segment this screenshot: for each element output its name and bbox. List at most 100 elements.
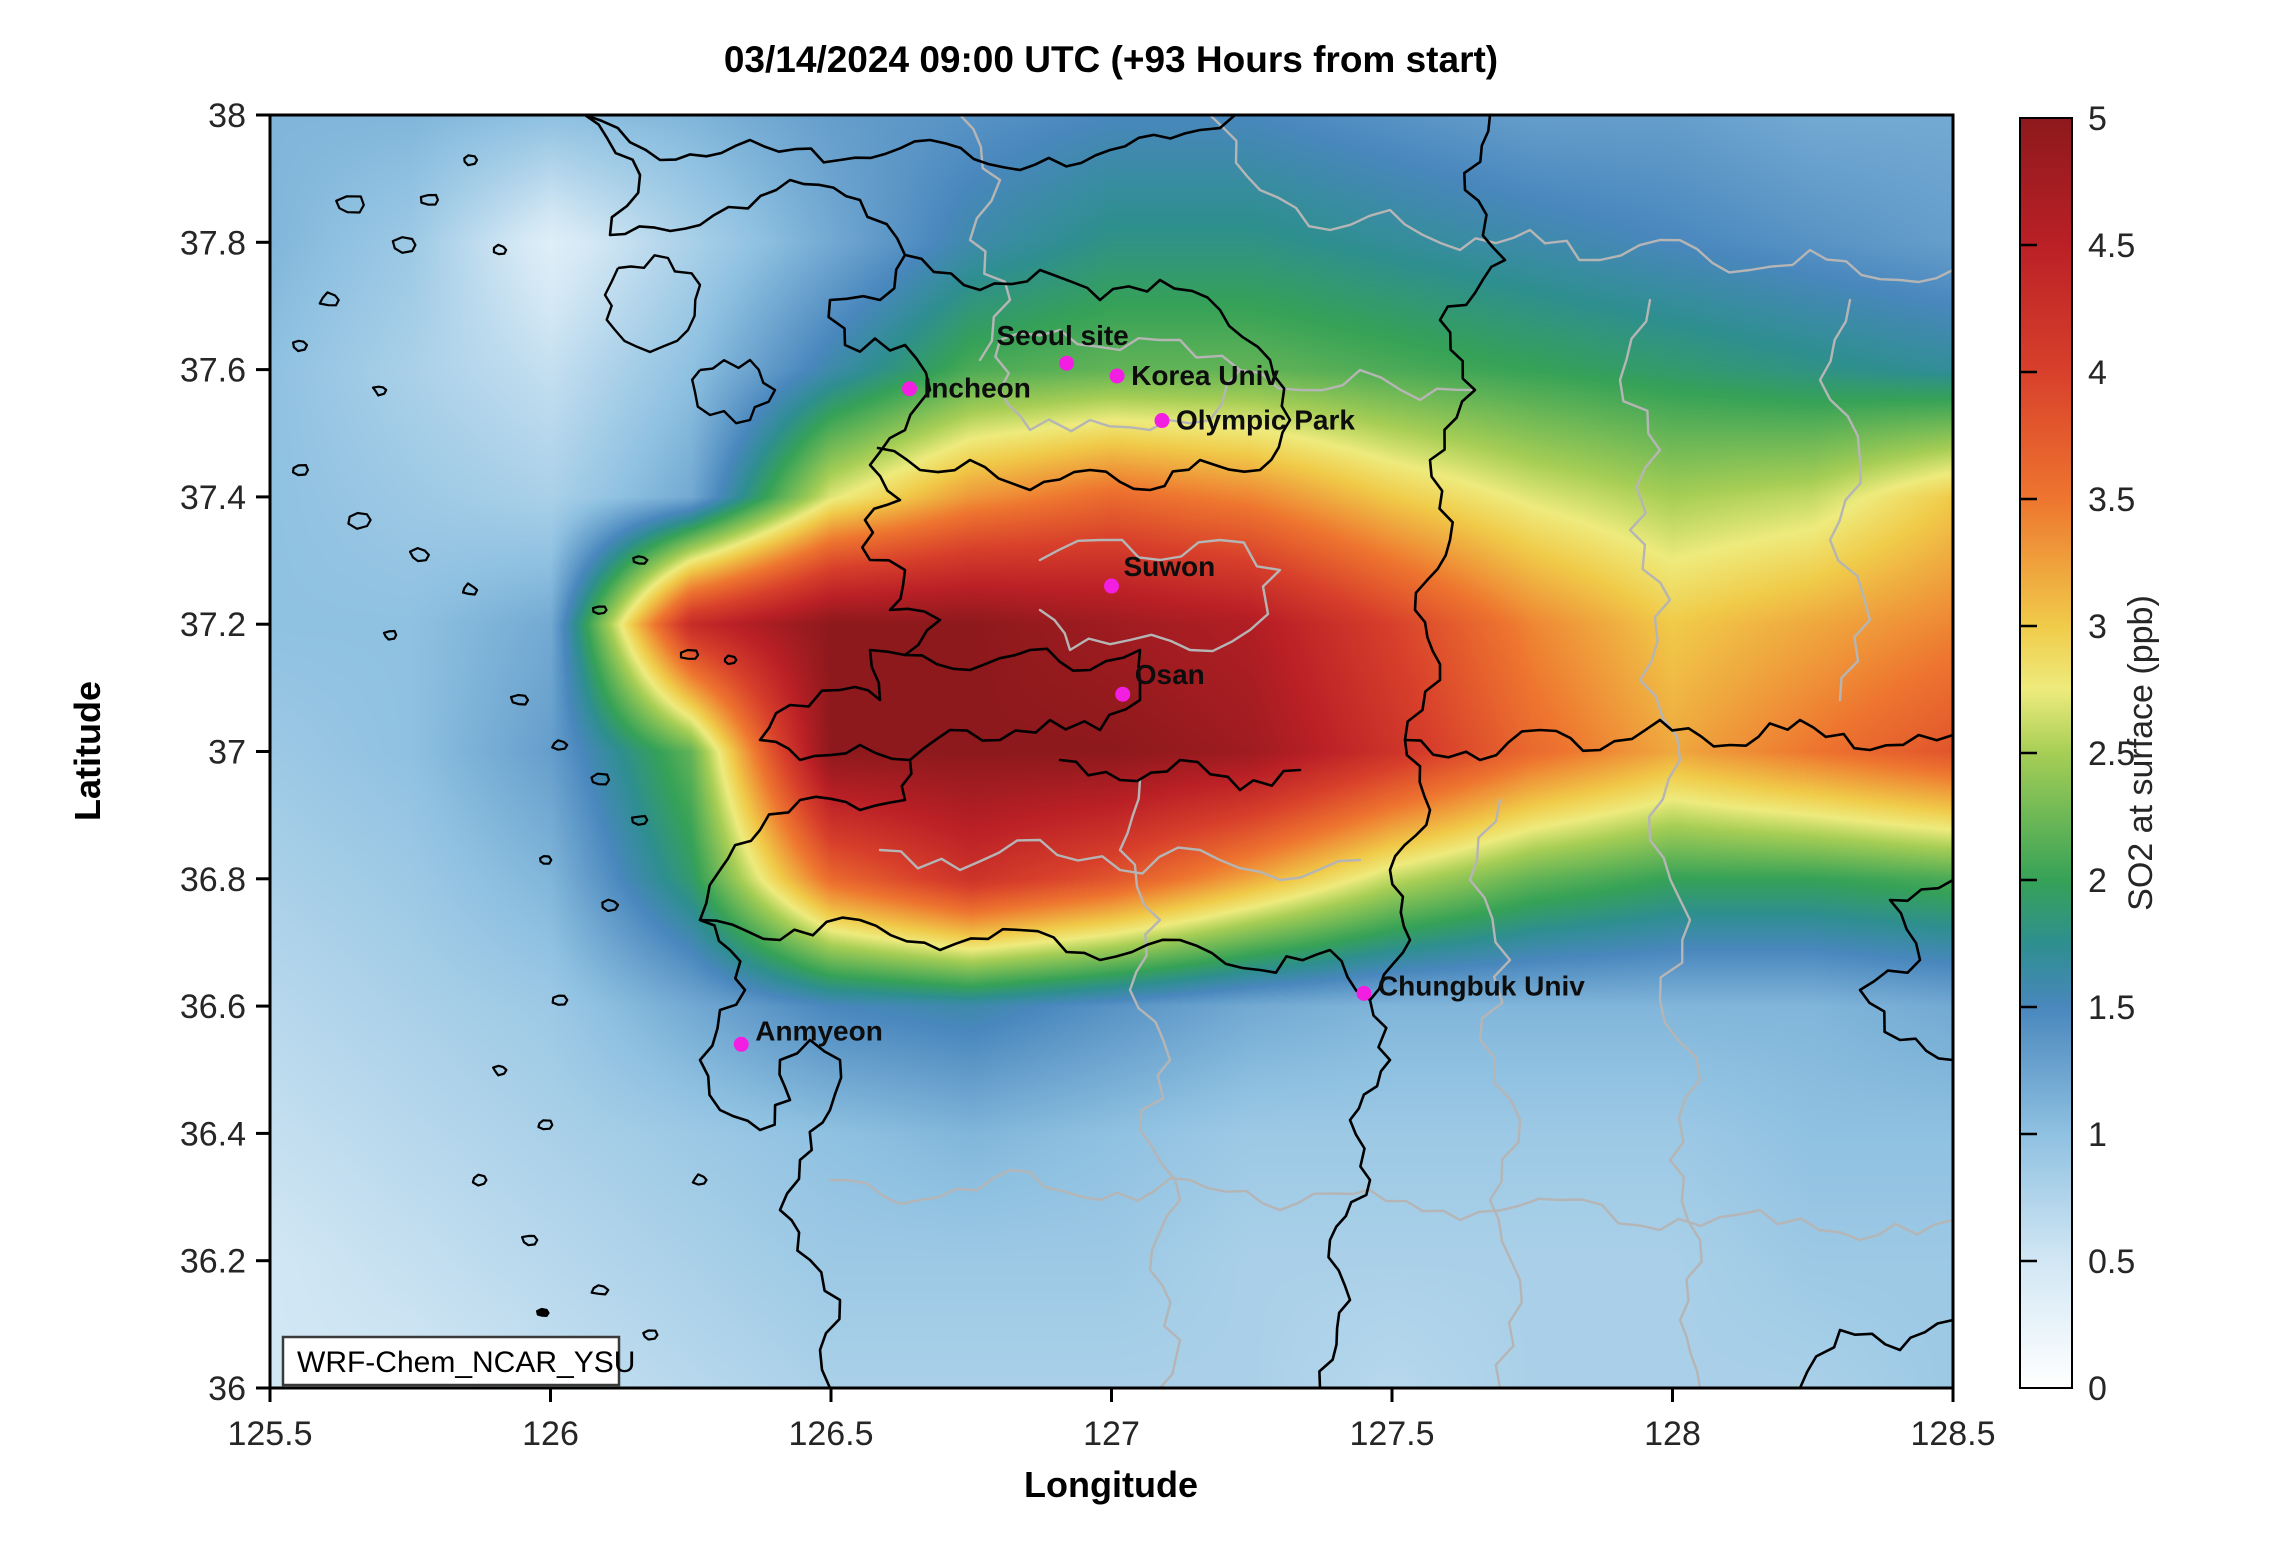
station-marker-osan [1115,686,1131,702]
island-outline [408,547,430,563]
y-tick-label: 36.8 [180,861,246,899]
island-outline [539,855,553,865]
island-outline [521,1234,539,1247]
admin-boundaries-layer [828,115,1953,1388]
admin-boundary-path [1468,798,1523,1388]
so2-heatmap-canvas [270,115,1953,1388]
island-outline [371,385,388,397]
y-tick-label: 38 [208,97,246,135]
station-label: Incheon [924,373,1031,404]
station-label: Korea Univ [1131,360,1279,391]
island-outline [391,236,417,254]
coastline-path [583,115,942,1388]
coastline-path [876,253,1292,492]
station-marker-seoul-site [1059,355,1075,371]
admin-boundary-path [1118,778,1182,1388]
y-tick-label: 37.2 [180,606,246,644]
station-marker-olympic-park [1154,413,1170,429]
admin-boundary-path [1818,298,1872,702]
admin-boundary-path [828,1168,1953,1242]
island-outline [471,1173,488,1187]
x-tick-label: 127 [1083,1415,1140,1453]
y-tick-label: 36 [208,1370,246,1408]
colorbar-tick-label: 4.5 [2088,227,2135,265]
island-outline [551,739,569,751]
x-tick-label: 126.5 [788,1415,873,1453]
y-tick-label: 36.2 [180,1243,246,1281]
station-label: Chungbuk Univ [1378,970,1585,1001]
colorbar-tick-label: 5 [2088,100,2107,138]
x-tick-label: 126 [522,1415,579,1453]
admin-boundary-path [958,115,1012,362]
coastline-path [1858,878,1953,1062]
y-tick-label: 37.8 [180,224,246,262]
colorbar-tick-label: 2 [2088,862,2107,900]
admin-boundary-path [878,838,1362,882]
y-tick-label: 37.4 [180,479,246,517]
colorbar-tick-label: 2.5 [2088,735,2135,773]
model-label-box: WRF-Chem_NCAR_YSU [281,1335,635,1387]
admin-boundary-path [1238,368,1477,402]
island-outline [492,1064,508,1077]
island-outline [335,195,365,214]
colorbar-tick-label: 1 [2088,1116,2107,1154]
island-outline [601,898,620,913]
colorbar-ticks: 0 0.5 1 1.5 2 2.5 3 3.5 4 4.5 5 [2021,100,2135,1408]
island-outline [630,814,649,826]
y-tick-label: 36.4 [180,1115,246,1153]
coastline-path [583,115,1237,172]
island-outline [537,1119,554,1131]
admin-boundary-path [1618,298,1703,1388]
coastline-path [698,916,1372,1002]
colorbar-label: SO2 at surface (ppb) [2122,595,2160,911]
y-tick-label: 37.6 [180,352,246,390]
coastline-path [1058,758,1302,792]
island-outline [679,648,700,660]
station-label: Anmyeon [755,1015,883,1046]
x-axis-ticks: 125.5 126 126.5 127 127.5 128 128.5 [227,1388,1996,1453]
admin-boundary-path [1038,538,1282,653]
island-outline [590,772,611,786]
station-marker-anmyeon [733,1036,749,1052]
island-outline [318,291,340,307]
station-label: Seoul site [996,320,1128,351]
x-tick-label: 127.5 [1349,1415,1434,1453]
island-outline [590,1284,610,1296]
island-outline [292,339,309,353]
y-axis-label: Latitude [67,681,108,821]
coastline-path [1318,115,1507,1388]
station-marker-incheon [902,381,918,397]
coastline-path [1403,718,1953,762]
x-tick-label: 128.5 [1910,1415,1995,1453]
colorbar-tick-label: 3.5 [2088,481,2135,519]
colorbar-tick-label: 1.5 [2088,989,2135,1027]
plot-frame [268,113,1955,1390]
colorbar-tick-label: 0.5 [2088,1243,2135,1281]
island-outline [291,464,309,477]
y-axis-ticks: 38 37.8 37.6 37.4 37.2 37 36.8 36.6 36.4 36.2 36 [180,97,270,1408]
island-outline [463,154,479,167]
coastline-layer [291,115,1953,1388]
island-outline [723,654,738,666]
coastline-path [903,647,1142,762]
island-outline [551,994,569,1006]
island-outline [509,693,530,706]
island-outline [461,582,479,596]
colorbar-tick-label: 4 [2088,354,2107,392]
model-label-frame [281,1335,621,1387]
coastline-path [1798,1318,1953,1388]
island-outline [536,1307,550,1317]
station-marker-chungbuk-univ [1356,985,1372,1001]
station-label: Osan [1135,659,1205,690]
island-outline [592,605,608,615]
island-outline [642,1329,659,1341]
island-outline [603,254,702,354]
station-label: Olympic Park [1176,405,1355,436]
plot-title: 03/14/2024 09:00 UTC (+93 Hours from sta… [724,39,1498,80]
x-tick-label: 128 [1644,1415,1701,1453]
island-outline [691,1173,708,1186]
model-label-text: WRF-Chem_NCAR_YSU [297,1346,635,1379]
